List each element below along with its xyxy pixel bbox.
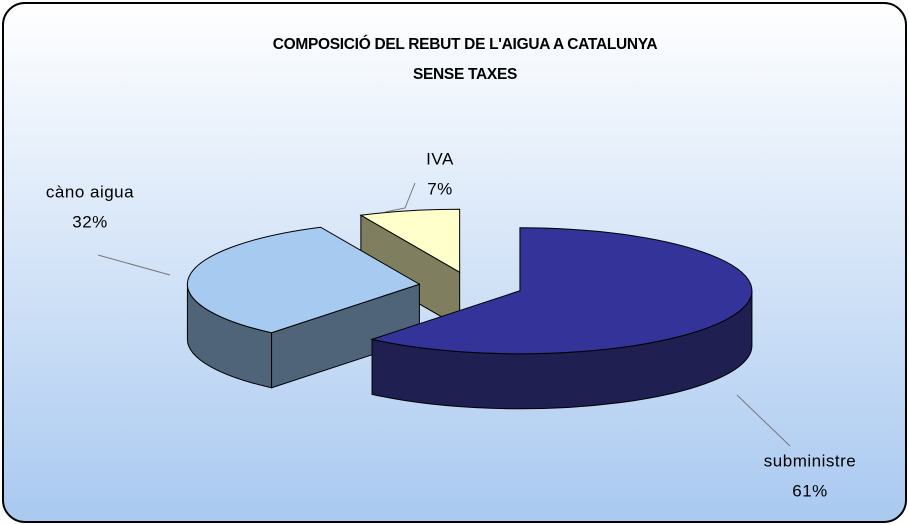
- slice-label: IVA: [426, 149, 454, 168]
- slice: [186, 226, 421, 334]
- slice-value-label: 61%: [792, 481, 828, 500]
- slice: [370, 227, 753, 355]
- slice-label: subministre: [764, 451, 856, 470]
- slice-value-label: 7%: [427, 179, 453, 198]
- leader-line: [384, 182, 416, 213]
- leader-line: [97, 254, 171, 276]
- slice-label: càno aigua: [46, 182, 134, 201]
- slice: [359, 208, 461, 274]
- chart-subtitle: SENSE TAXES: [413, 66, 517, 83]
- chart-title: COMPOSICIÓ DEL REBUT DE L'AIGUA A CATALU…: [273, 35, 658, 53]
- slice-value-label: 32%: [72, 212, 108, 231]
- leader-line: [736, 394, 791, 447]
